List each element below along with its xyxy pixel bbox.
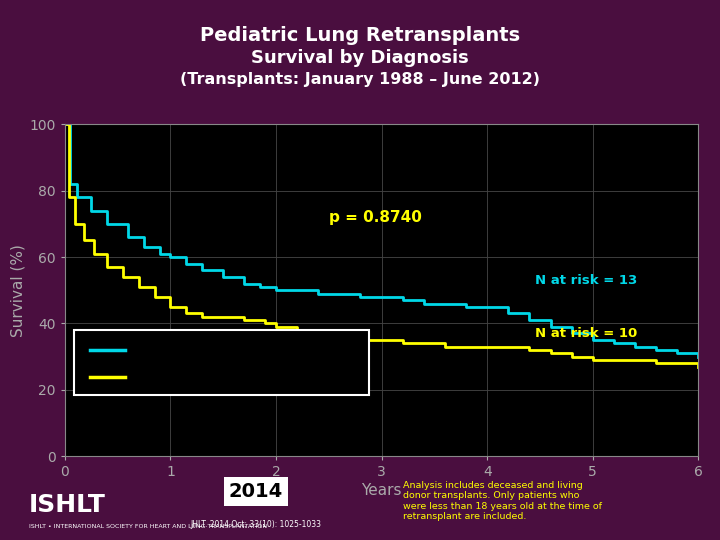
FancyBboxPatch shape [74, 330, 369, 395]
Text: N at risk = 10: N at risk = 10 [535, 327, 637, 340]
Text: (Transplants: January 1988 – June 2012): (Transplants: January 1988 – June 2012) [180, 72, 540, 87]
Text: Analysis includes deceased and living
donor transplants. Only patients who
were : Analysis includes deceased and living do… [403, 481, 602, 521]
Text: ISHLT • INTERNATIONAL SOCIETY FOR HEART AND LUNG TRANSPLANTATION: ISHLT • INTERNATIONAL SOCIETY FOR HEART … [29, 524, 267, 529]
X-axis label: Years: Years [361, 483, 402, 498]
Text: ISHLT: ISHLT [29, 493, 106, 517]
Text: Pediatric Lung Retransplants: Pediatric Lung Retransplants [200, 25, 520, 45]
Y-axis label: Survival (%): Survival (%) [10, 244, 25, 336]
Text: Survival by Diagnosis: Survival by Diagnosis [251, 49, 469, 67]
Text: 2014: 2014 [228, 482, 283, 501]
Text: p = 0.8740: p = 0.8740 [329, 210, 422, 225]
Text: N at risk = 13: N at risk = 13 [535, 274, 637, 287]
Text: JHLT. 2014 Oct; 33(10): 1025-1033: JHLT. 2014 Oct; 33(10): 1025-1033 [190, 521, 321, 529]
